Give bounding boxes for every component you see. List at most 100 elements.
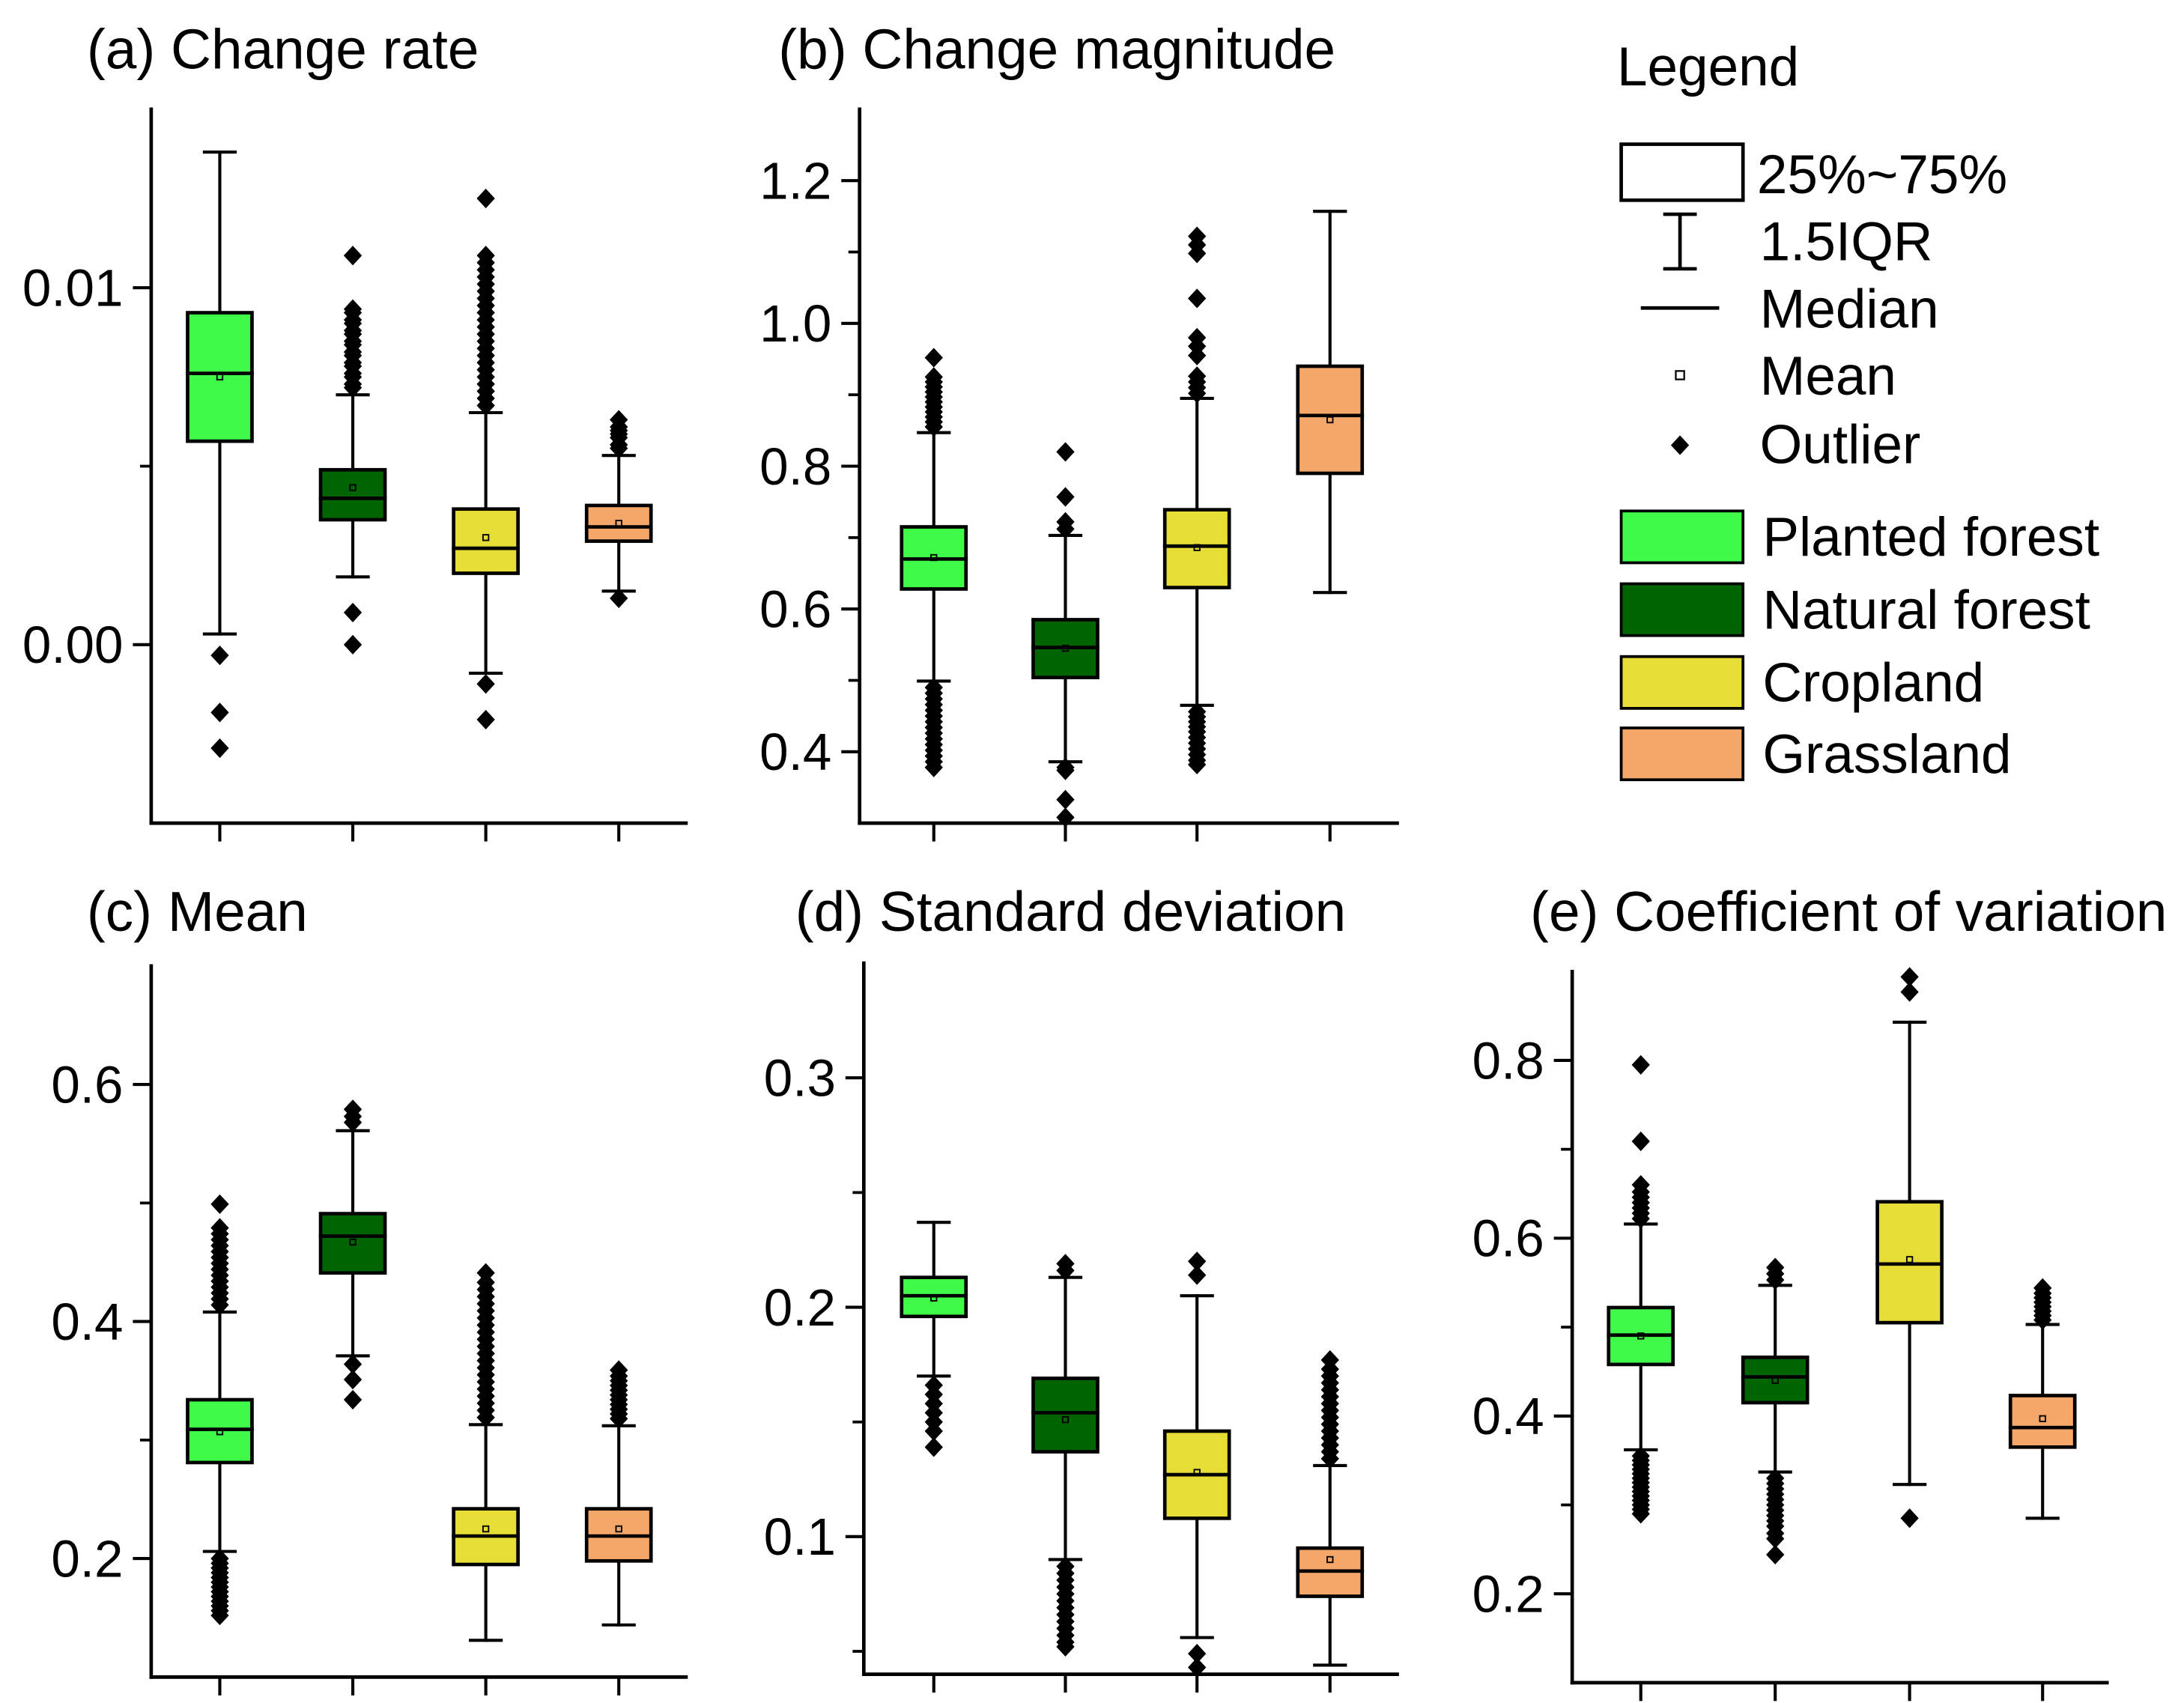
box-grassland	[1296, 210, 1365, 595]
outlier-marker	[1188, 226, 1207, 246]
mean-marker	[930, 553, 938, 562]
panel-e-plot: 0.2 0.4 0.6 0.8	[1472, 967, 2109, 1702]
outlier-marker	[343, 1354, 363, 1374]
panel-d-title: (d) Standard deviation	[795, 880, 1346, 943]
mean-marker	[2039, 1415, 2046, 1423]
legend-label-planted-forest: Planted forest	[1762, 507, 2099, 568]
y-tick-label: 0.4	[759, 723, 831, 781]
y-tick-label: 0.6	[51, 1055, 123, 1114]
panel-c-plot: 0.2 0.4 0.6	[51, 964, 688, 1696]
outlier-marker	[343, 299, 363, 319]
outlier-marker	[1188, 1657, 1207, 1678]
y-tick-label: 0.3	[764, 1049, 836, 1108]
legend: Legend 25%~75% 1.5IQR Median Mean Outlie…	[1617, 37, 2099, 785]
outlier-marker	[1056, 760, 1075, 780]
y-tick-label: 1.2	[759, 151, 831, 210]
iqr-box	[186, 1397, 254, 1465]
legend-whisker-label: 1.5IQR	[1760, 212, 1933, 273]
mean-marker	[1771, 1376, 1779, 1384]
legend-mean-label: Mean	[1760, 346, 1896, 407]
outlier-marker	[1900, 982, 1919, 1002]
iqr-box	[452, 507, 520, 575]
outlier-marker	[1188, 1251, 1207, 1272]
box-grassland	[2008, 1278, 2077, 1520]
box-cropland	[1162, 1251, 1231, 1678]
legend-box-symbol	[1619, 142, 1745, 202]
outlier-marker	[1188, 366, 1207, 386]
legend-box-label: 25%~75%	[1757, 145, 2007, 205]
outlier-marker	[610, 1360, 628, 1380]
outlier-marker	[1188, 327, 1207, 347]
panel-a-title: (a) Change rate	[87, 18, 479, 81]
legend-swatch-grassland	[1619, 726, 1745, 782]
outlier-marker	[924, 1421, 943, 1442]
outlier-marker	[210, 1194, 229, 1214]
outlier-marker	[1188, 754, 1207, 775]
legend-label-cropland: Cropland	[1762, 653, 1984, 714]
outlier-marker	[1188, 288, 1207, 309]
outlier-marker	[610, 588, 628, 608]
box-planted-forest	[1607, 1054, 1675, 1524]
panels: 0.000.010.40.60.81.01.20.20.40.60.10.20.…	[22, 107, 2109, 1702]
mean-marker	[1326, 1555, 1334, 1564]
mean-marker	[216, 373, 224, 381]
mean-marker	[1061, 644, 1070, 652]
iqr-box	[1031, 1376, 1099, 1454]
outlier-marker	[924, 1437, 943, 1457]
box-natural-forest	[1031, 442, 1099, 828]
box-planted-forest	[186, 1194, 254, 1626]
box-cropland	[452, 1263, 520, 1642]
iqr-box	[186, 311, 254, 443]
outlier-marker	[343, 1389, 363, 1410]
box-planted-forest	[900, 1221, 968, 1457]
box-natural-forest	[318, 1099, 387, 1410]
box-grassland	[584, 410, 653, 608]
mean-marker	[615, 1525, 622, 1533]
outlier-marker	[210, 1218, 229, 1238]
panel-d-plot: 0.1 0.2 0.3	[764, 961, 1399, 1693]
iqr-box	[318, 467, 387, 522]
legend-whisker-symbol	[1663, 212, 1697, 271]
box-planted-forest	[186, 150, 254, 759]
outlier-marker	[1056, 511, 1075, 532]
y-tick-label: 0.8	[1472, 1031, 1544, 1090]
box-cropland	[1875, 967, 1944, 1529]
outlier-marker	[1056, 789, 1075, 810]
legend-outlier-label: Outlier	[1760, 415, 1921, 476]
y-tick-label: 0.00	[22, 616, 124, 674]
y-tick-label: 0.6	[1472, 1209, 1544, 1268]
box-grassland	[584, 1360, 653, 1627]
mean-marker	[1326, 416, 1334, 424]
mean-marker	[1637, 1332, 1645, 1340]
mean-marker	[482, 1525, 490, 1533]
mean-marker	[1193, 1469, 1201, 1476]
panel-c-title: (c) Mean	[87, 880, 308, 943]
mean-marker	[1061, 1415, 1070, 1424]
mean-marker	[216, 1428, 224, 1436]
y-tick-label: 0.01	[22, 258, 124, 317]
panel-b-title: (b) Change magnitude	[778, 18, 1335, 81]
box-grassland	[1296, 1350, 1365, 1667]
outlier-marker	[476, 1263, 495, 1283]
iqr-box	[584, 503, 653, 543]
legend-swatch-cropland	[1619, 655, 1745, 710]
outlier-marker	[476, 674, 495, 694]
mean-marker	[1193, 544, 1201, 551]
outlier-marker	[610, 410, 628, 430]
legend-median-label: Median	[1760, 279, 1939, 339]
legend-label-grassland: Grassland	[1762, 724, 2011, 785]
legend-swatch-natural-forest	[1619, 582, 1745, 637]
outlier-marker	[1900, 1508, 1919, 1529]
outlier-marker	[1056, 487, 1075, 507]
y-tick-label: 0.6	[759, 580, 831, 638]
legend-label-natural-forest: Natural forest	[1762, 580, 2090, 640]
y-tick-label: 0.8	[759, 437, 831, 496]
y-tick-label: 0.4	[51, 1293, 123, 1351]
y-tick-label: 0.4	[1472, 1387, 1544, 1445]
y-tick-label: 1.0	[759, 294, 831, 353]
panel-e-title: (e) Coefficient of variation	[1530, 880, 2167, 943]
y-tick-label: 0.1	[764, 1508, 836, 1566]
iqr-box	[1162, 508, 1231, 589]
legend-swatch-planted-forest	[1619, 509, 1745, 565]
